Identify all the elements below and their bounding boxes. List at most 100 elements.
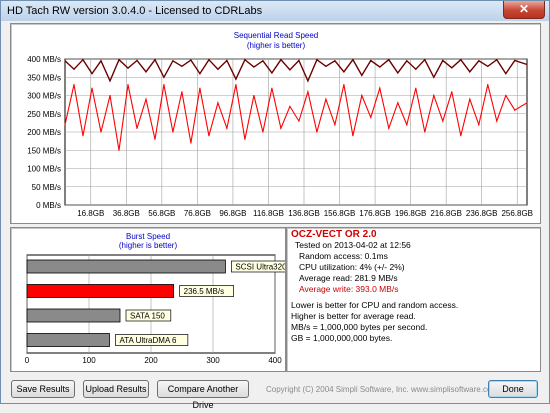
y-tick-label: 0 MB/s — [36, 201, 61, 210]
write-speed-point — [145, 71, 147, 73]
read-speed-point — [172, 131, 174, 133]
sequential-chart-title: Sequential Read Speed — [234, 31, 319, 40]
upload-results-button[interactable]: Upload Results — [83, 380, 149, 398]
note-line: GB = 1,000,000,000 bytes. — [291, 333, 393, 343]
write-speed-point — [370, 59, 372, 62]
x-tick-label: 200 — [144, 356, 158, 365]
read-speed-point — [442, 120, 444, 122]
write-speed-point — [526, 63, 528, 66]
write-speed-point — [334, 60, 336, 62]
upload-results-label[interactable]: Upload Results — [85, 384, 147, 394]
write-speed-point — [73, 68, 75, 70]
compare-drive-button[interactable]: Compare Another Drive — [157, 380, 249, 410]
y-tick-label: 150 MB/s — [27, 146, 61, 155]
copyright-text: Copyright (C) 2004 Simpli Software, Inc.… — [266, 385, 499, 394]
read-speed-point — [199, 87, 201, 89]
done-label[interactable]: Done — [502, 384, 524, 394]
read-speed-point — [136, 127, 138, 129]
note-line: Higher is better for average read. — [291, 311, 416, 321]
write-speed-point — [82, 59, 84, 61]
write-speed-point — [253, 66, 255, 68]
read-speed-point — [415, 87, 417, 89]
sequential-chart-subtitle: (higher is better) — [247, 41, 306, 50]
write-speed-point — [64, 60, 66, 62]
write-speed-point — [379, 66, 381, 68]
y-tick-label: 250 MB/s — [27, 110, 61, 119]
x-tick-label: 176.8GB — [359, 209, 391, 218]
write-speed-point — [361, 74, 363, 77]
read-speed-point — [370, 116, 372, 118]
read-speed-point — [73, 83, 75, 86]
title-bar[interactable]: HD Tach RW version 3.0.4.0 - Licensed to… — [1, 1, 549, 21]
y-tick-label: 100 MB/s — [27, 165, 61, 174]
read-speed-point — [280, 127, 282, 129]
read-speed-point — [424, 131, 426, 133]
x-tick-label: 216.8GB — [430, 209, 462, 218]
write-speed-point — [451, 67, 453, 69]
read-speed-point — [217, 102, 219, 104]
compare-drive-label[interactable]: Compare Another Drive — [167, 384, 239, 410]
average-write: Average write: 393.0 MB/s — [299, 284, 399, 294]
burst-bar-label: 236.5 MB/s — [184, 287, 224, 296]
x-tick-label: 136.8GB — [288, 209, 320, 218]
x-tick-label: 0 — [25, 356, 30, 365]
read-speed-point — [163, 83, 165, 86]
burst-chart-subtitle: (higher is better) — [119, 241, 178, 250]
write-speed-point — [244, 59, 246, 61]
read-speed-point — [316, 131, 318, 133]
read-speed-point — [262, 131, 264, 133]
note-line: Lower is better for CPU and random acces… — [291, 300, 459, 310]
read-speed-point — [325, 98, 327, 100]
write-speed-point — [325, 65, 327, 67]
write-speed-point — [163, 76, 165, 78]
write-speed-point — [433, 76, 435, 78]
window-title: HD Tach RW version 3.0.4.0 - Licensed to… — [7, 5, 263, 17]
read-speed-point — [451, 91, 453, 93]
save-results-button[interactable]: Save Results — [11, 380, 75, 398]
write-speed-point — [460, 59, 462, 61]
write-speed-point — [514, 59, 516, 62]
write-speed-point — [127, 67, 129, 69]
read-speed-line — [64, 84, 528, 151]
read-speed-point — [361, 94, 363, 97]
write-speed-point — [415, 68, 417, 70]
write-speed-point — [469, 71, 471, 73]
save-results-label[interactable]: Save Results — [16, 384, 70, 394]
close-button[interactable]: ✕ — [503, 1, 545, 19]
read-speed-point — [289, 105, 291, 108]
close-icon[interactable]: ✕ — [518, 2, 530, 16]
done-button[interactable]: Done — [488, 380, 538, 398]
write-speed-point — [217, 68, 219, 70]
read-speed-point — [526, 102, 528, 104]
read-speed-point — [397, 102, 399, 104]
write-speed-point — [271, 72, 273, 74]
y-tick-label: 350 MB/s — [27, 73, 61, 82]
read-speed-point — [82, 135, 84, 137]
read-speed-point — [118, 149, 120, 151]
read-speed-point — [487, 83, 489, 86]
read-speed-point — [469, 98, 471, 100]
read-speed-point — [253, 94, 255, 97]
x-tick-label: 196.8GB — [395, 209, 427, 218]
write-speed-point — [478, 60, 480, 62]
read-speed-point — [226, 127, 228, 129]
y-tick-label: 400 MB/s — [27, 55, 61, 64]
write-speed-point — [505, 73, 507, 75]
burst-bar — [26, 333, 110, 347]
read-speed-point — [298, 120, 300, 122]
tested-date: Tested on 2013-04-02 at 12:56 — [295, 240, 411, 250]
x-tick-label: 156.8GB — [324, 209, 356, 218]
write-speed-point — [442, 59, 444, 62]
burst-label-box — [179, 285, 234, 297]
write-speed-line — [64, 58, 528, 83]
read-speed-point — [307, 91, 309, 93]
x-tick-label: 116.8GB — [253, 209, 284, 218]
x-tick-label: 36.8GB — [113, 209, 140, 218]
read-speed-point — [334, 124, 336, 126]
x-tick-label: 56.8GB — [148, 209, 175, 218]
y-tick-label: 200 MB/s — [27, 128, 61, 137]
write-speed-point — [352, 59, 354, 61]
burst-bar-label: ATA UltraDMA 6 — [119, 336, 177, 345]
read-speed-point — [460, 135, 462, 137]
